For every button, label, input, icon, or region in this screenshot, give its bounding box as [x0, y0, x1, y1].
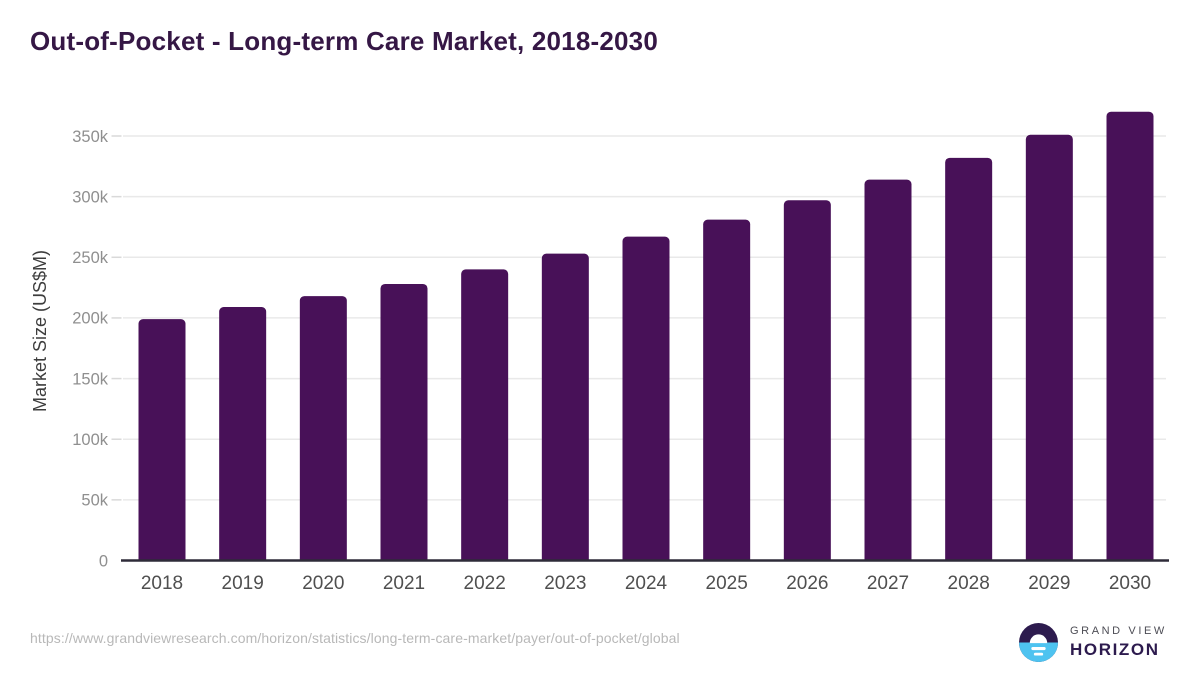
y-tick-label: 250k	[72, 249, 109, 267]
bar-2022[interactable]	[461, 269, 509, 561]
x-tick-label-2023: 2023	[544, 573, 586, 594]
y-tick-label: 300k	[72, 188, 109, 206]
y-axis-title: Market Size (US$M)	[30, 250, 50, 412]
bar-2030[interactable]	[1106, 111, 1154, 561]
x-tick-label-2022: 2022	[464, 573, 506, 594]
bar-2025[interactable]	[703, 219, 751, 561]
x-tick-label-2030: 2030	[1109, 573, 1151, 594]
x-tick-label-2021: 2021	[383, 573, 425, 594]
x-tick-label-2018: 2018	[141, 573, 183, 594]
x-tick-label-2025: 2025	[706, 573, 748, 594]
bar-2026[interactable]	[783, 200, 831, 561]
x-tick-label-2027: 2027	[867, 573, 909, 594]
bar-2019[interactable]	[219, 307, 267, 561]
y-tick-label: 50k	[81, 492, 108, 510]
bar-2023[interactable]	[541, 253, 589, 561]
y-tick-label: 150k	[72, 370, 109, 388]
x-tick-label-2026: 2026	[786, 573, 828, 594]
horizon-sun-icon	[1019, 623, 1058, 662]
bar-2028[interactable]	[945, 157, 993, 561]
y-tick-label: 0	[99, 552, 108, 570]
y-tick-label: 200k	[72, 310, 109, 328]
x-tick-label-2028: 2028	[948, 573, 990, 594]
bar-2018[interactable]	[138, 319, 186, 561]
bar-2020[interactable]	[299, 296, 347, 561]
logo-brand-bottom: HORIZON	[1070, 640, 1160, 659]
chart-title: Out-of-Pocket - Long-term Care Market, 2…	[30, 26, 658, 56]
bar-2027[interactable]	[864, 179, 912, 561]
y-tick-label: 100k	[72, 431, 109, 449]
x-tick-label-2019: 2019	[222, 573, 264, 594]
source-url: https://www.grandviewresearch.com/horizo…	[30, 630, 680, 646]
x-tick-label-2020: 2020	[302, 573, 344, 594]
x-tick-label-2029: 2029	[1028, 573, 1070, 594]
grandview-horizon-logo: GRAND VIEW HORIZON	[1019, 623, 1167, 662]
bar-2024[interactable]	[622, 236, 670, 561]
logo-brand-top: GRAND VIEW	[1070, 625, 1167, 637]
x-tick-label-2024: 2024	[625, 573, 668, 594]
bar-2029[interactable]	[1025, 134, 1073, 561]
bar-2021[interactable]	[380, 283, 428, 561]
logo-wordmark: GRAND VIEW HORIZON	[1070, 625, 1167, 660]
y-tick-label: 350k	[72, 128, 109, 146]
